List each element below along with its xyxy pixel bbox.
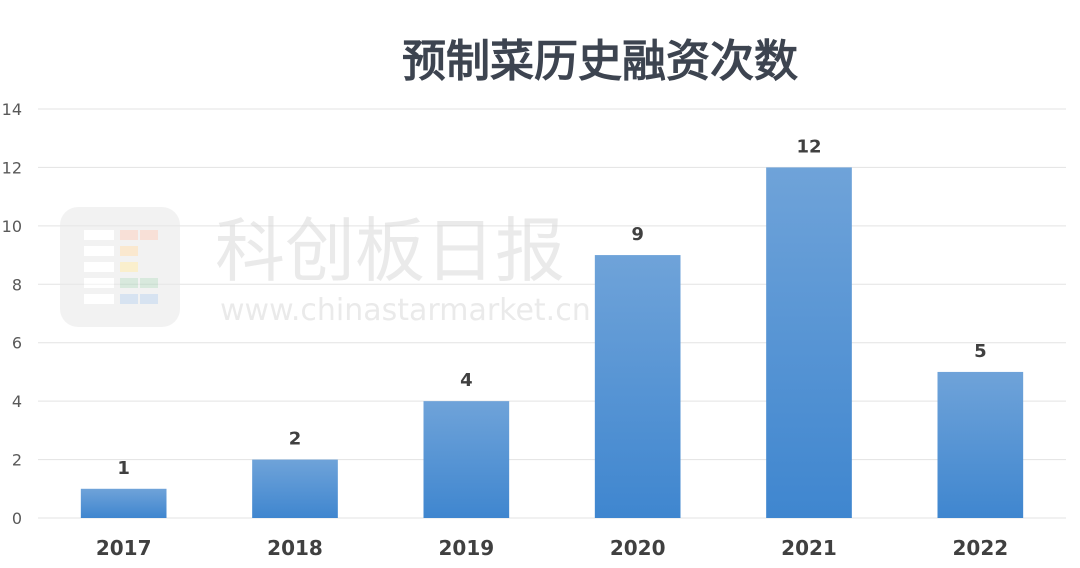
bar-2022 — [937, 371, 1024, 518]
watermark-name: 科创板日报 — [215, 210, 565, 292]
data-label-2019: 4 — [460, 370, 473, 391]
y-tick-label: 2 — [12, 451, 22, 470]
x-axis: 2017 2018 2019 2020 2021 2022 — [96, 536, 1008, 560]
y-tick-label: 0 — [12, 509, 22, 528]
y-tick-label: 6 — [12, 334, 22, 353]
bar-2021 — [766, 167, 852, 518]
y-tick-label: 14 — [2, 100, 22, 119]
y-tick-label: 8 — [12, 275, 22, 294]
bar-2018 — [252, 459, 338, 518]
watermark: 科创板日报 www.chinastarmarket.cn — [60, 207, 591, 328]
bars — [80, 167, 1024, 519]
x-tick-label-2019: 2019 — [438, 536, 494, 560]
x-tick-label-2022: 2022 — [952, 536, 1008, 560]
data-label-2021: 12 — [796, 136, 821, 157]
y-axis: 0 2 4 6 8 10 12 14 — [2, 100, 22, 528]
y-tick-label: 10 — [2, 217, 22, 236]
gridlines — [38, 108, 1066, 519]
y-tick-label: 4 — [12, 392, 22, 411]
x-tick-label-2020: 2020 — [610, 536, 666, 560]
data-label-2018: 2 — [289, 429, 302, 450]
chart-title: 预制菜历史融资次数 — [402, 36, 798, 87]
data-label-2017: 1 — [117, 458, 130, 479]
bar-2019 — [423, 401, 510, 518]
bar-2020 — [594, 255, 681, 519]
x-tick-label-2021: 2021 — [781, 536, 837, 560]
data-label-2022: 5 — [974, 341, 987, 362]
watermark-logo-icon — [60, 207, 180, 327]
bar-2017 — [80, 488, 167, 518]
x-tick-label-2017: 2017 — [96, 536, 152, 560]
y-tick-label: 12 — [2, 158, 22, 177]
x-tick-label-2018: 2018 — [267, 536, 323, 560]
watermark-url: www.chinastarmarket.cn — [220, 293, 591, 328]
data-label-2020: 9 — [631, 224, 644, 245]
